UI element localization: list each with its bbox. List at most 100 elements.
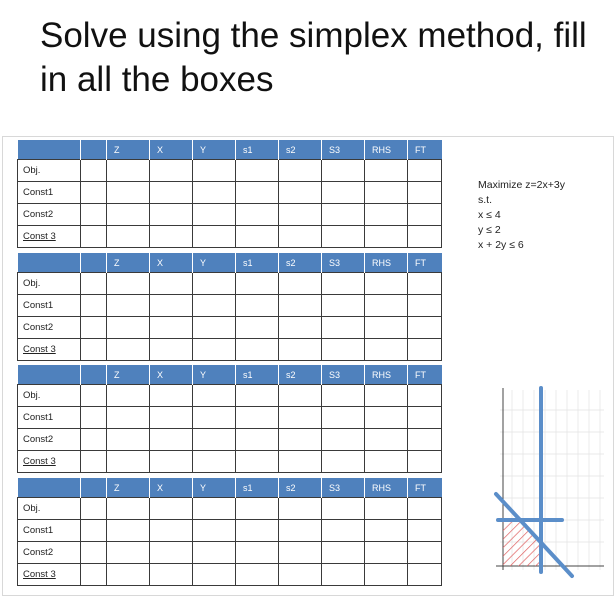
answer-box[interactable] xyxy=(192,272,236,295)
answer-box[interactable] xyxy=(364,225,408,248)
answer-box[interactable] xyxy=(364,406,408,429)
answer-box[interactable] xyxy=(321,316,365,339)
answer-box[interactable] xyxy=(364,203,408,226)
answer-box[interactable] xyxy=(149,316,193,339)
answer-box[interactable] xyxy=(407,338,442,361)
answer-box[interactable] xyxy=(80,225,107,248)
answer-box[interactable] xyxy=(80,428,107,451)
answer-box[interactable] xyxy=(364,428,408,451)
answer-box[interactable] xyxy=(192,384,236,407)
answer-box[interactable] xyxy=(235,384,279,407)
answer-box[interactable] xyxy=(364,563,408,586)
answer-box[interactable] xyxy=(321,428,365,451)
answer-box[interactable] xyxy=(278,203,322,226)
answer-box[interactable] xyxy=(235,519,279,542)
answer-box[interactable] xyxy=(149,384,193,407)
answer-box[interactable] xyxy=(149,203,193,226)
answer-box[interactable] xyxy=(278,406,322,429)
answer-box[interactable] xyxy=(364,384,408,407)
answer-box[interactable] xyxy=(106,563,150,586)
answer-box[interactable] xyxy=(106,159,150,182)
answer-box[interactable] xyxy=(364,541,408,564)
answer-box[interactable] xyxy=(407,316,442,339)
answer-box[interactable] xyxy=(364,519,408,542)
answer-box[interactable] xyxy=(321,294,365,317)
answer-box[interactable] xyxy=(80,450,107,473)
answer-box[interactable] xyxy=(321,181,365,204)
answer-box[interactable] xyxy=(149,519,193,542)
answer-box[interactable] xyxy=(407,384,442,407)
answer-box[interactable] xyxy=(80,384,107,407)
answer-box[interactable] xyxy=(235,159,279,182)
answer-box[interactable] xyxy=(278,563,322,586)
answer-box[interactable] xyxy=(407,519,442,542)
answer-box[interactable] xyxy=(192,316,236,339)
answer-box[interactable] xyxy=(106,272,150,295)
answer-box[interactable] xyxy=(80,159,107,182)
answer-box[interactable] xyxy=(149,406,193,429)
answer-box[interactable] xyxy=(235,294,279,317)
answer-box[interactable] xyxy=(192,203,236,226)
answer-box[interactable] xyxy=(321,225,365,248)
answer-box[interactable] xyxy=(106,181,150,204)
answer-box[interactable] xyxy=(364,159,408,182)
answer-box[interactable] xyxy=(364,316,408,339)
answer-box[interactable] xyxy=(192,497,236,520)
answer-box[interactable] xyxy=(407,450,442,473)
answer-box[interactable] xyxy=(364,338,408,361)
answer-box[interactable] xyxy=(278,497,322,520)
answer-box[interactable] xyxy=(106,406,150,429)
answer-box[interactable] xyxy=(278,316,322,339)
answer-box[interactable] xyxy=(364,497,408,520)
answer-box[interactable] xyxy=(321,159,365,182)
answer-box[interactable] xyxy=(192,450,236,473)
answer-box[interactable] xyxy=(106,428,150,451)
answer-box[interactable] xyxy=(192,294,236,317)
answer-box[interactable] xyxy=(80,272,107,295)
answer-box[interactable] xyxy=(80,203,107,226)
answer-box[interactable] xyxy=(80,316,107,339)
answer-box[interactable] xyxy=(192,563,236,586)
answer-box[interactable] xyxy=(80,519,107,542)
answer-box[interactable] xyxy=(278,294,322,317)
answer-box[interactable] xyxy=(235,181,279,204)
answer-box[interactable] xyxy=(80,541,107,564)
answer-box[interactable] xyxy=(278,272,322,295)
answer-box[interactable] xyxy=(235,497,279,520)
answer-box[interactable] xyxy=(106,497,150,520)
answer-box[interactable] xyxy=(278,181,322,204)
answer-box[interactable] xyxy=(80,294,107,317)
answer-box[interactable] xyxy=(321,338,365,361)
answer-box[interactable] xyxy=(192,519,236,542)
answer-box[interactable] xyxy=(235,225,279,248)
answer-box[interactable] xyxy=(149,497,193,520)
answer-box[interactable] xyxy=(278,338,322,361)
answer-box[interactable] xyxy=(364,450,408,473)
answer-box[interactable] xyxy=(321,272,365,295)
answer-box[interactable] xyxy=(235,338,279,361)
answer-box[interactable] xyxy=(149,159,193,182)
answer-box[interactable] xyxy=(149,272,193,295)
answer-box[interactable] xyxy=(192,181,236,204)
answer-box[interactable] xyxy=(149,338,193,361)
answer-box[interactable] xyxy=(149,450,193,473)
answer-box[interactable] xyxy=(407,159,442,182)
answer-box[interactable] xyxy=(106,225,150,248)
answer-box[interactable] xyxy=(407,294,442,317)
answer-box[interactable] xyxy=(106,519,150,542)
answer-box[interactable] xyxy=(321,384,365,407)
answer-box[interactable] xyxy=(407,272,442,295)
answer-box[interactable] xyxy=(192,159,236,182)
answer-box[interactable] xyxy=(149,541,193,564)
answer-box[interactable] xyxy=(364,272,408,295)
answer-box[interactable] xyxy=(321,203,365,226)
answer-box[interactable] xyxy=(235,203,279,226)
answer-box[interactable] xyxy=(192,225,236,248)
answer-box[interactable] xyxy=(407,225,442,248)
answer-box[interactable] xyxy=(149,428,193,451)
answer-box[interactable] xyxy=(321,541,365,564)
answer-box[interactable] xyxy=(235,316,279,339)
answer-box[interactable] xyxy=(278,159,322,182)
answer-box[interactable] xyxy=(278,428,322,451)
answer-box[interactable] xyxy=(106,203,150,226)
